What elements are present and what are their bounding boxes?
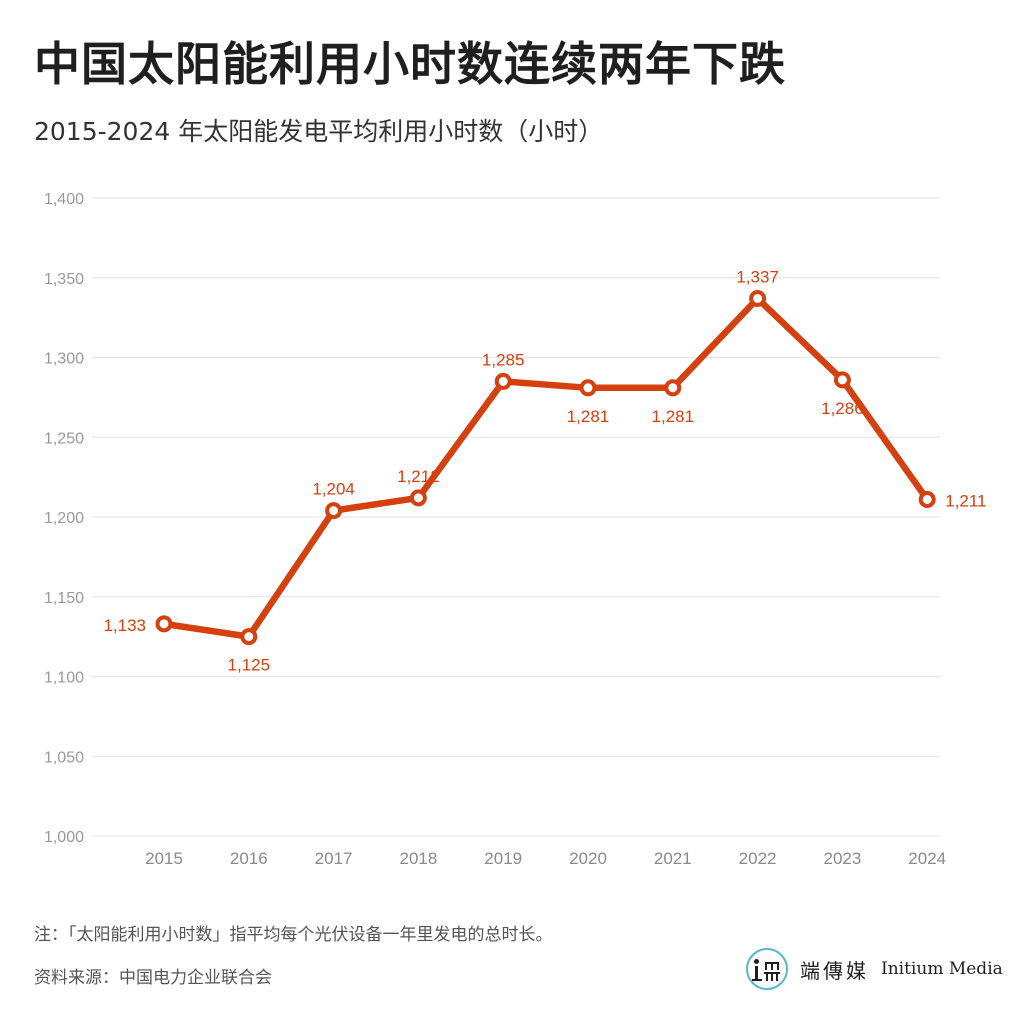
- data-point: [325, 502, 343, 520]
- y-tick-label: 1,300: [44, 351, 84, 368]
- data-point: [494, 372, 512, 390]
- x-tick-label: 2015: [145, 849, 183, 868]
- y-tick-label: 1,200: [44, 510, 84, 527]
- series-line: [160, 295, 931, 640]
- data-label: 1,281: [652, 407, 695, 426]
- data-labels: 1,133 1,125 1,204 1,212 1,285 1,281 1,281 1,337…: [103, 267, 986, 674]
- data-point: [918, 490, 936, 508]
- x-tick-label: 2017: [315, 849, 353, 868]
- data-point: [749, 289, 767, 307]
- data-point: [833, 371, 851, 389]
- series-line-layer: [160, 295, 931, 640]
- grid-lines: [92, 197, 940, 837]
- data-label: 1,125: [228, 656, 271, 675]
- data-point: [664, 379, 682, 397]
- x-tick-label: 2024: [908, 849, 946, 868]
- initium-logo-icon: [746, 948, 788, 990]
- brand-name-cn: 端傳媒: [800, 958, 869, 983]
- data-points: [155, 289, 936, 646]
- data-label: 1,285: [482, 350, 525, 369]
- y-axis-ticks: 1,000 1,050 1,100 1,150 1,200 1,250 1,300 1,350…: [44, 191, 84, 846]
- y-tick-label: 1,050: [44, 749, 84, 766]
- chart-subtitle: 2015-2024 年太阳能发电平均利用小时数（小时）: [34, 117, 604, 146]
- line-chart: 1,000 1,050 1,100 1,150 1,200 1,250 1,300 1,350…: [44, 191, 987, 868]
- data-point: [155, 615, 173, 633]
- data-point: [579, 379, 597, 397]
- y-tick-label: 1,350: [44, 271, 84, 288]
- data-label: 1,337: [736, 267, 779, 286]
- chart-title: 中国太阳能利用小时数连续两年下跌: [34, 37, 786, 91]
- data-point: [409, 489, 427, 507]
- x-tick-label: 2016: [230, 849, 268, 868]
- data-point: [240, 628, 258, 646]
- footnote: 注：「太阳能利用小时数」指平均每个光伏设备一年里发电的总时长。: [34, 925, 553, 945]
- brand: 端傳媒 Initium Media: [746, 948, 1003, 990]
- y-tick-label: 1,100: [44, 670, 84, 687]
- data-label: 1,204: [312, 480, 355, 499]
- x-axis-ticks: 2015 2016 2017 2018 2019 2020 2021 2022 2023 2024: [145, 849, 946, 868]
- data-label: 1,212: [397, 467, 440, 486]
- source-note: 资料来源：中国电力企业联合会: [34, 968, 272, 988]
- y-tick-label: 1,150: [44, 590, 84, 607]
- y-tick-label: 1,400: [44, 191, 84, 208]
- y-tick-label: 1,000: [44, 829, 84, 846]
- data-label: 1,286: [821, 399, 864, 418]
- brand-name-en: Initium Media: [881, 959, 1003, 979]
- y-tick-label: 1,250: [44, 430, 84, 447]
- x-tick-label: 2023: [823, 849, 861, 868]
- x-tick-label: 2021: [654, 849, 692, 868]
- data-label: 1,281: [567, 407, 610, 426]
- x-tick-label: 2018: [399, 849, 437, 868]
- x-tick-label: 2019: [484, 849, 522, 868]
- x-tick-label: 2020: [569, 849, 607, 868]
- x-tick-label: 2022: [739, 849, 777, 868]
- data-label: 1,211: [945, 491, 986, 510]
- data-label: 1,133: [103, 616, 146, 635]
